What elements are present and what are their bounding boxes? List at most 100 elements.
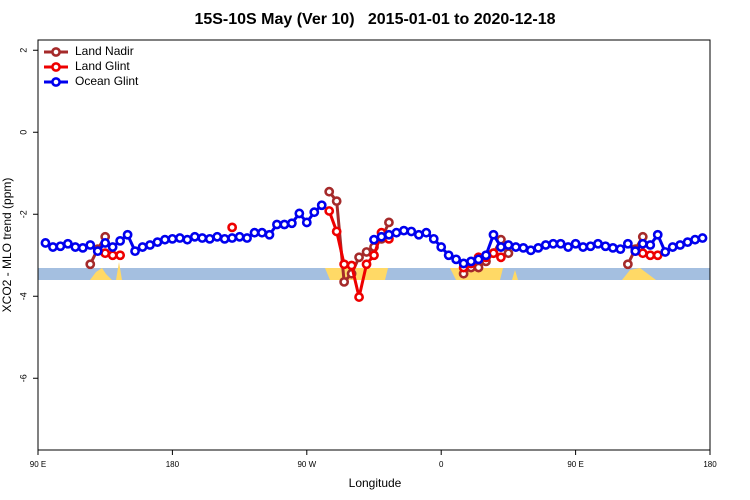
point — [622, 238, 633, 249]
y-axis-label: XCO2 - MLO trend (ppm) — [0, 178, 14, 313]
point — [682, 237, 693, 248]
point — [398, 225, 409, 236]
point — [578, 242, 588, 252]
x-tick-label: 90 E — [30, 460, 46, 469]
point — [667, 242, 678, 252]
legend-label: Ocean Glint — [75, 74, 139, 88]
point — [428, 233, 439, 244]
patch — [512, 270, 518, 280]
point — [294, 208, 305, 219]
point — [376, 231, 387, 242]
point — [100, 238, 111, 248]
point — [496, 252, 506, 263]
point — [324, 206, 335, 216]
point — [309, 207, 320, 218]
point — [488, 248, 499, 259]
patch — [325, 268, 388, 280]
point — [413, 229, 424, 240]
point — [167, 233, 178, 244]
point — [100, 248, 111, 259]
point — [107, 250, 118, 261]
point — [55, 241, 66, 252]
point — [473, 262, 484, 273]
x-tick-label: 90 E — [567, 460, 583, 469]
point — [510, 242, 521, 252]
point — [204, 233, 215, 244]
point — [570, 238, 581, 249]
point — [174, 233, 185, 243]
point — [331, 226, 342, 237]
point — [286, 218, 297, 229]
point — [451, 254, 462, 265]
point — [369, 234, 379, 245]
point — [652, 250, 663, 261]
point — [406, 226, 417, 237]
point — [160, 234, 170, 245]
point — [234, 231, 245, 242]
y-tick-label: -2 — [18, 210, 28, 218]
point — [525, 245, 536, 256]
point — [540, 240, 551, 250]
point — [182, 234, 193, 245]
point — [264, 229, 275, 240]
point — [62, 238, 73, 249]
point — [555, 238, 566, 249]
point — [630, 246, 641, 257]
point — [384, 217, 394, 228]
x-axis-label: Longitude — [349, 476, 402, 490]
point — [361, 259, 372, 270]
y-tick-label: 2 — [18, 48, 28, 53]
point — [48, 242, 58, 252]
point — [608, 242, 618, 253]
point — [77, 242, 88, 253]
point — [503, 240, 514, 250]
point — [660, 247, 671, 257]
point — [346, 260, 357, 271]
point — [488, 229, 499, 240]
point — [645, 250, 656, 261]
point — [518, 242, 529, 253]
point — [249, 227, 260, 238]
point — [354, 292, 364, 302]
y-tick-label: 0 — [18, 130, 28, 135]
land-indicator — [38, 262, 710, 280]
point — [85, 240, 96, 250]
point — [339, 259, 350, 270]
point — [301, 217, 312, 228]
point — [279, 219, 290, 230]
point — [473, 254, 484, 265]
point — [257, 227, 267, 238]
patch — [116, 262, 122, 280]
point — [600, 241, 611, 252]
legend-label: Land Nadir — [75, 44, 134, 58]
point — [85, 259, 96, 270]
legend-marker — [51, 77, 61, 87]
point — [548, 238, 559, 249]
point — [615, 244, 626, 254]
series-line — [104, 210, 658, 298]
point — [533, 242, 544, 253]
point — [115, 235, 126, 246]
point — [316, 200, 327, 211]
point — [107, 242, 118, 252]
y-tick-label: -4 — [18, 292, 28, 300]
point — [652, 229, 663, 240]
point — [354, 252, 364, 263]
point — [227, 233, 238, 243]
patch — [90, 268, 112, 280]
point — [122, 229, 133, 240]
point — [152, 237, 163, 248]
point — [324, 186, 335, 197]
point — [458, 258, 469, 269]
point — [272, 219, 282, 230]
legend-marker — [51, 62, 61, 72]
point — [436, 242, 447, 252]
point — [70, 242, 81, 252]
point — [369, 250, 379, 261]
patch — [622, 268, 656, 280]
point — [137, 242, 148, 252]
point — [690, 234, 700, 245]
point — [92, 246, 103, 257]
point — [384, 229, 394, 240]
